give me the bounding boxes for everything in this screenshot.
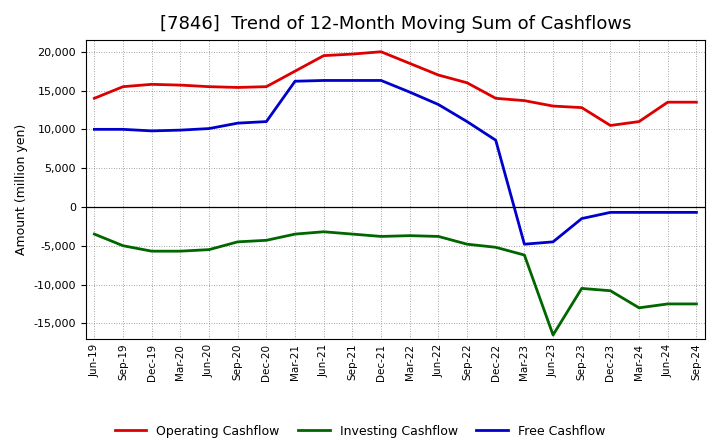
Line: Investing Cashflow: Investing Cashflow — [94, 232, 696, 335]
Line: Operating Cashflow: Operating Cashflow — [94, 52, 696, 125]
Free Cashflow — [405, 89, 414, 95]
Operating Cashflow — [434, 73, 443, 78]
Investing Cashflow — [233, 239, 242, 245]
Investing Cashflow — [463, 242, 472, 247]
Operating Cashflow — [520, 98, 528, 103]
Investing Cashflow — [405, 233, 414, 238]
Investing Cashflow — [577, 286, 586, 291]
Investing Cashflow — [320, 229, 328, 235]
Free Cashflow — [520, 242, 528, 247]
Investing Cashflow — [663, 301, 672, 307]
Investing Cashflow — [606, 288, 615, 293]
Free Cashflow — [663, 210, 672, 215]
Free Cashflow — [90, 127, 99, 132]
Operating Cashflow — [577, 105, 586, 110]
Free Cashflow — [635, 210, 644, 215]
Free Cashflow — [463, 119, 472, 124]
Operating Cashflow — [405, 61, 414, 66]
Y-axis label: Amount (million yen): Amount (million yen) — [15, 124, 28, 255]
Free Cashflow — [148, 128, 156, 133]
Line: Free Cashflow: Free Cashflow — [94, 81, 696, 244]
Free Cashflow — [434, 102, 443, 107]
Investing Cashflow — [262, 238, 271, 243]
Investing Cashflow — [148, 249, 156, 254]
Operating Cashflow — [233, 85, 242, 90]
Investing Cashflow — [434, 234, 443, 239]
Operating Cashflow — [606, 123, 615, 128]
Operating Cashflow — [463, 80, 472, 85]
Investing Cashflow — [549, 332, 557, 337]
Operating Cashflow — [119, 84, 127, 89]
Operating Cashflow — [176, 82, 185, 88]
Free Cashflow — [291, 79, 300, 84]
Operating Cashflow — [90, 95, 99, 101]
Operating Cashflow — [663, 99, 672, 105]
Investing Cashflow — [90, 231, 99, 237]
Free Cashflow — [320, 78, 328, 83]
Free Cashflow — [692, 210, 701, 215]
Operating Cashflow — [549, 103, 557, 109]
Operating Cashflow — [377, 49, 385, 55]
Free Cashflow — [119, 127, 127, 132]
Operating Cashflow — [148, 82, 156, 87]
Investing Cashflow — [377, 234, 385, 239]
Investing Cashflow — [348, 231, 356, 237]
Investing Cashflow — [492, 245, 500, 250]
Free Cashflow — [377, 78, 385, 83]
Free Cashflow — [606, 210, 615, 215]
Operating Cashflow — [692, 99, 701, 105]
Investing Cashflow — [119, 243, 127, 248]
Free Cashflow — [549, 239, 557, 245]
Free Cashflow — [233, 121, 242, 126]
Free Cashflow — [176, 128, 185, 133]
Investing Cashflow — [520, 253, 528, 258]
Free Cashflow — [577, 216, 586, 221]
Operating Cashflow — [204, 84, 213, 89]
Free Cashflow — [492, 138, 500, 143]
Investing Cashflow — [692, 301, 701, 307]
Operating Cashflow — [635, 119, 644, 124]
Operating Cashflow — [492, 95, 500, 101]
Free Cashflow — [262, 119, 271, 124]
Operating Cashflow — [262, 84, 271, 89]
Operating Cashflow — [320, 53, 328, 58]
Operating Cashflow — [348, 51, 356, 57]
Free Cashflow — [348, 78, 356, 83]
Title: [7846]  Trend of 12-Month Moving Sum of Cashflows: [7846] Trend of 12-Month Moving Sum of C… — [160, 15, 631, 33]
Investing Cashflow — [176, 249, 185, 254]
Investing Cashflow — [204, 247, 213, 252]
Investing Cashflow — [635, 305, 644, 311]
Investing Cashflow — [291, 231, 300, 237]
Free Cashflow — [204, 126, 213, 131]
Legend: Operating Cashflow, Investing Cashflow, Free Cashflow: Operating Cashflow, Investing Cashflow, … — [110, 420, 610, 440]
Operating Cashflow — [291, 69, 300, 74]
